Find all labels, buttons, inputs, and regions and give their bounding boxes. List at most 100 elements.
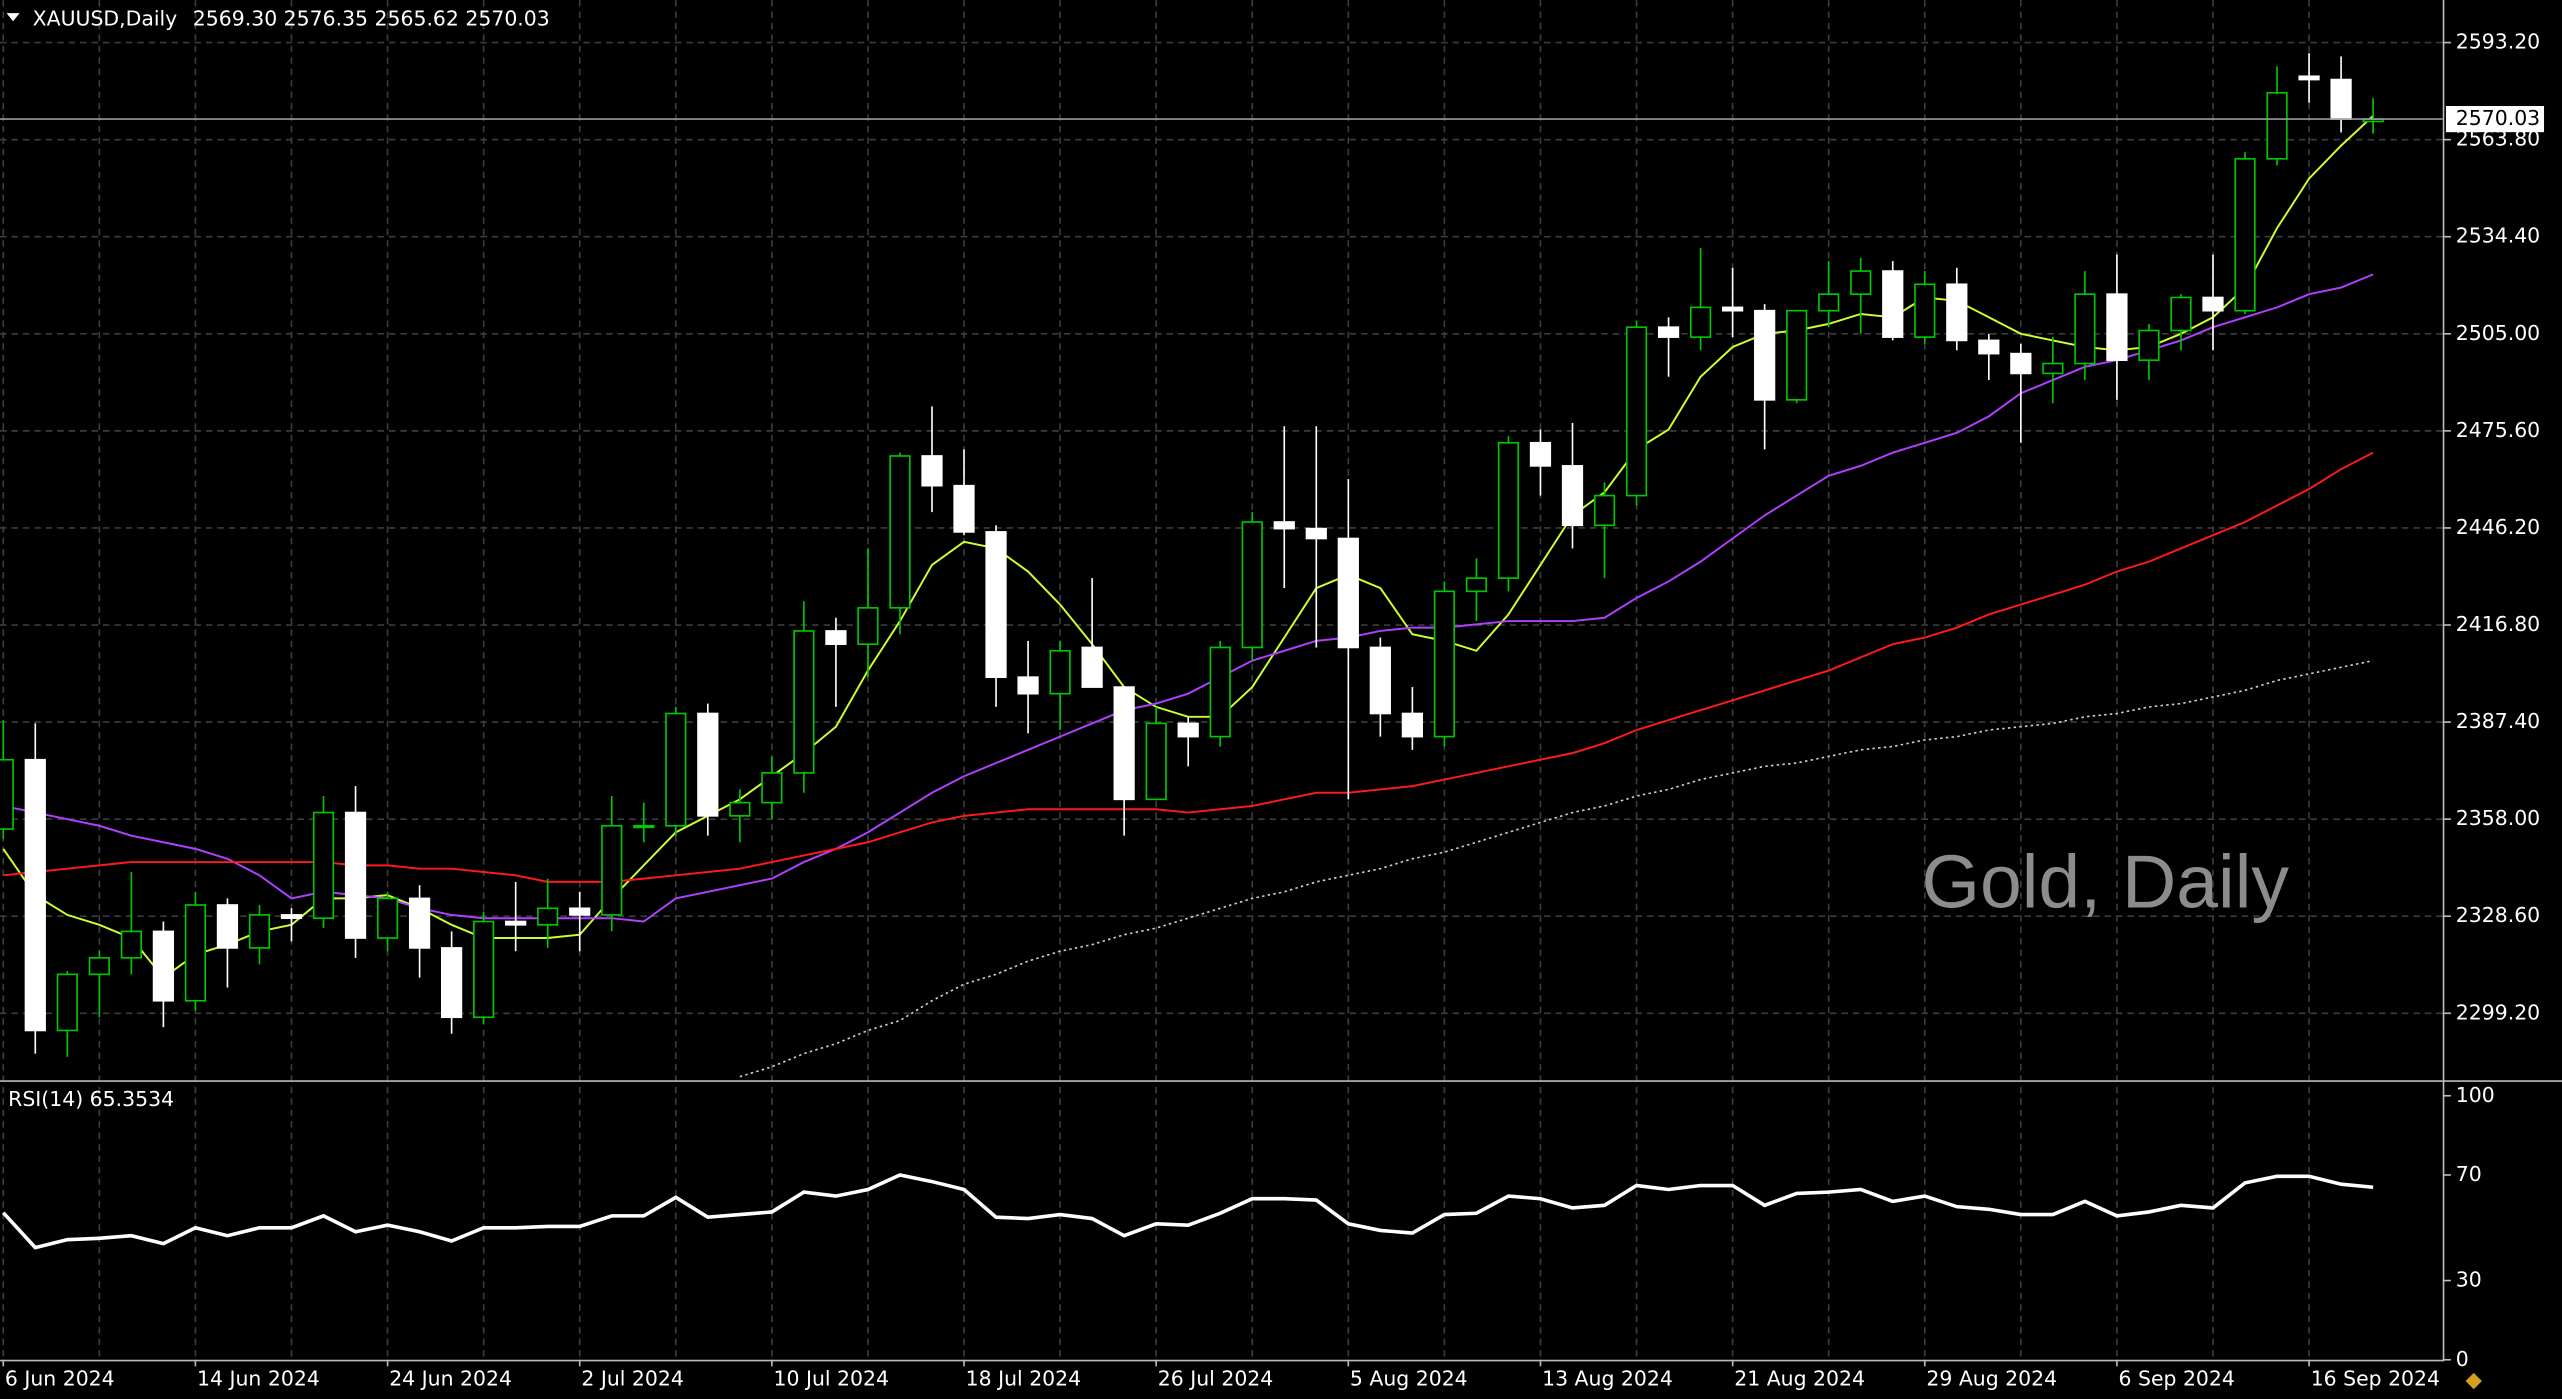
- candle-body: [216, 904, 239, 949]
- x-tick-label: 10 Jul 2024: [774, 1366, 889, 1390]
- candle-body: [1177, 722, 1199, 738]
- candle-body: [1689, 306, 1712, 338]
- candle-body: [2042, 362, 2064, 375]
- candle-body: [985, 531, 1007, 678]
- rsi-line: [1, 1173, 2374, 1250]
- candle-body: [2074, 293, 2096, 365]
- candle-body: [2330, 78, 2352, 121]
- candle-body: [1882, 270, 1904, 338]
- candle-body: [120, 930, 142, 959]
- x-tick-label: 26 Jul 2024: [1158, 1366, 1273, 1390]
- candle-body: [2106, 293, 2128, 362]
- x-tick-label: 24 Jun 2024: [389, 1366, 512, 1390]
- x-tick-label: 6 Sep 2024: [2119, 1366, 2235, 1390]
- y-tick-label: 2534.40: [2456, 224, 2540, 248]
- candle-body: [2010, 352, 2032, 375]
- y-tick-label: 2387.40: [2456, 709, 2540, 733]
- candle-body: [1113, 686, 1135, 801]
- candle-body: [2138, 329, 2160, 362]
- candle-body: [1305, 527, 1327, 540]
- candle-body: [0, 758, 14, 830]
- y-tick-label: 30: [2456, 1268, 2482, 1292]
- candle-body: [1529, 441, 1552, 467]
- candle-body: [1850, 270, 1872, 295]
- y-tick-label: 2416.80: [2456, 612, 2540, 636]
- candle-body: [505, 920, 527, 926]
- candle-body: [1273, 521, 1295, 530]
- y-tick-label: 70: [2456, 1162, 2482, 1186]
- candle-body: [248, 914, 271, 949]
- candle-body: [2202, 296, 2224, 312]
- rsi-panel: [1, 1173, 2374, 1250]
- candle-body: [537, 907, 559, 926]
- candle-body: [24, 758, 46, 1032]
- y-tick-label: 0: [2456, 1347, 2469, 1371]
- candle-body: [2170, 296, 2192, 332]
- candle-body: [2298, 75, 2320, 81]
- candle-body: [889, 455, 911, 609]
- y-tick-label: 2446.20: [2456, 515, 2540, 539]
- candle-body: [1721, 306, 1744, 312]
- candle-body: [408, 897, 431, 949]
- candle-body: [857, 607, 879, 645]
- y-tick-label: 2475.60: [2456, 418, 2540, 442]
- x-tick-label: 2 Jul 2024: [581, 1366, 684, 1390]
- candle-body: [761, 772, 783, 804]
- candle-body: [1497, 441, 1520, 579]
- candle-body: [2234, 157, 2256, 312]
- candle-body: [1786, 309, 1808, 401]
- candle-body: [1946, 283, 1968, 342]
- candle-body: [1209, 646, 1231, 738]
- x-tick-label: 21 Aug 2024: [1734, 1366, 1865, 1390]
- candle-body: [1401, 712, 1423, 738]
- moving-average-line: [3, 273, 2374, 923]
- current-price-box: [2445, 106, 2545, 133]
- candle-body: [1241, 521, 1263, 649]
- candle-body: [665, 712, 687, 827]
- candle-body: [1465, 577, 1488, 593]
- candle-body: [280, 914, 303, 920]
- candle-body: [1369, 646, 1391, 715]
- candle-body: [152, 930, 175, 1002]
- y-tick-label: 2505.00: [2456, 321, 2540, 345]
- y-tick-label: 2299.20: [2456, 1000, 2540, 1024]
- candle-body: [1337, 537, 1359, 649]
- candle-body: [697, 712, 719, 817]
- candle-body: [1049, 649, 1071, 695]
- price-panel: [0, 53, 2443, 1078]
- x-tick-label: 14 Jun 2024: [197, 1366, 320, 1390]
- x-tick-label: 5 Aug 2024: [1350, 1366, 1468, 1390]
- candle-body: [312, 811, 335, 920]
- ohlc-header: 2569.30 2576.35 2565.62 2570.03: [193, 7, 550, 31]
- candle-body: [729, 801, 751, 817]
- candle-body: [473, 920, 495, 1019]
- candle-body: [1145, 722, 1167, 801]
- candle-body: [825, 630, 847, 645]
- candle-body: [1914, 283, 1936, 338]
- current-price-label: 2570.03: [2456, 106, 2540, 130]
- candle-body: [88, 957, 110, 976]
- symbol-title: XAUUSD,Daily: [33, 7, 178, 31]
- candle-body: [793, 630, 815, 774]
- watermark: Gold, Daily: [1921, 839, 2289, 923]
- candle-body: [184, 904, 207, 1002]
- candle-body: [601, 824, 623, 916]
- y-tick-label: 2358.00: [2456, 806, 2540, 830]
- candle-body: [376, 897, 399, 939]
- x-tick-label: 29 Aug 2024: [1926, 1366, 2057, 1390]
- candle-body: [56, 973, 78, 1032]
- menu-triangle[interactable]: [6, 13, 20, 22]
- candle-body: [1754, 309, 1776, 401]
- candle-body: [440, 947, 463, 1019]
- x-tick-label: 16 Sep 2024: [2311, 1366, 2440, 1390]
- y-tick-label: 2593.20: [2456, 30, 2540, 54]
- candle-body: [1017, 676, 1039, 695]
- candle-body: [1081, 646, 1103, 688]
- moving-average-line: [739, 659, 2374, 1078]
- candle-body: [569, 907, 591, 916]
- y-tick-label: 2328.60: [2456, 903, 2540, 927]
